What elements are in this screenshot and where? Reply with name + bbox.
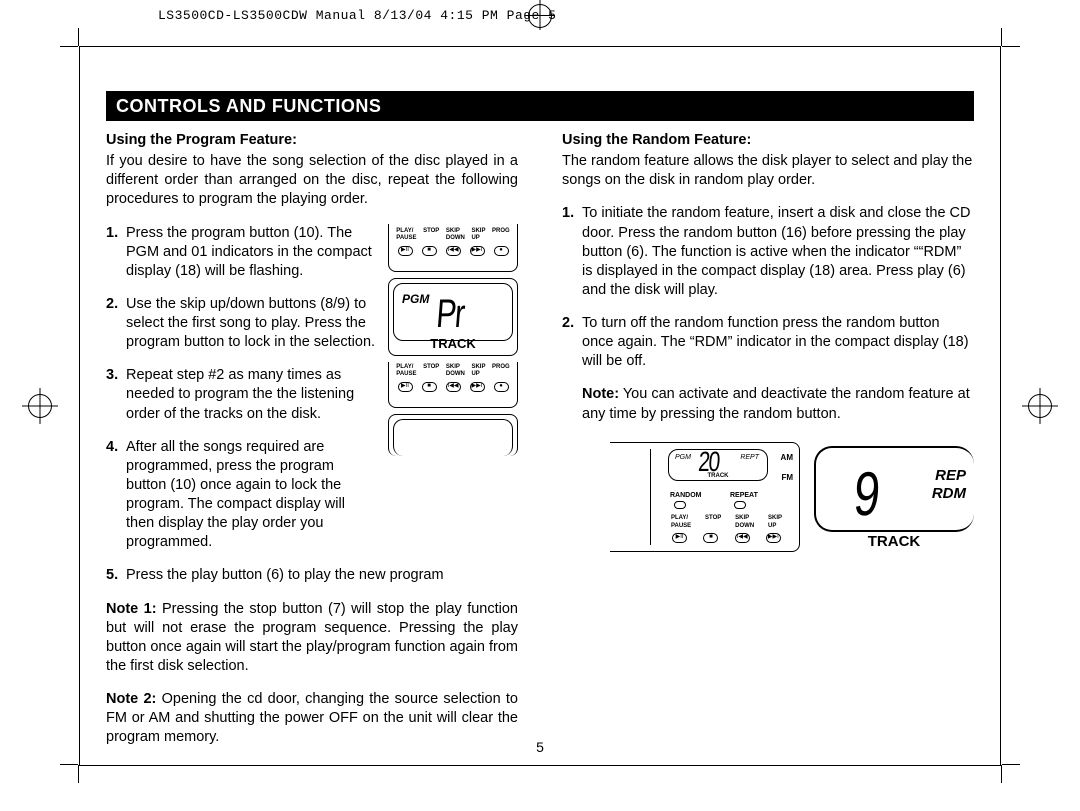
segment-display: Pr [434, 288, 465, 341]
fig-display-bottom [388, 414, 518, 456]
skip-down-icon: I◀◀ [735, 533, 750, 543]
right-note: Note: You can activate and deactivate th… [562, 385, 974, 423]
note-1: Note 1: Pressing the stop button (7) wil… [106, 600, 518, 677]
right-figures: PGM 20 REPT TRACK AM FM RANDOM REPEAT PL… [562, 442, 974, 552]
fig-button-panel-1: PLAY/PAUSE STOP SKIPDOWN SKIPUP PROG ▶II… [388, 224, 518, 272]
play-pause-icon: ▶II [672, 533, 687, 543]
play-pause-icon: ▶II [398, 246, 413, 256]
fig-display-pgm: PGM Pr TRACK [388, 278, 518, 356]
prog-icon: ● [494, 382, 509, 392]
fig-button-panel-2: PLAY/PAUSE STOP SKIPDOWN SKIPUP PROG ▶II… [388, 362, 518, 408]
skip-down-icon: I◀◀ [446, 246, 461, 256]
left-subhead: Using the Program Feature: [106, 131, 518, 150]
skip-up-icon: ▶▶I [766, 533, 781, 543]
skip-up-icon: ▶▶I [470, 246, 485, 256]
prog-icon: ● [494, 246, 509, 256]
right-steps: 1.To initiate the random feature, insert… [562, 204, 974, 371]
stop-icon: ■ [703, 533, 718, 543]
right-column: Using the Random Feature: The random fea… [562, 131, 974, 761]
left-column: Using the Program Feature: If you desire… [106, 131, 518, 761]
page-frame: CONTROLS AND FUNCTIONS Using the Program… [79, 46, 1001, 766]
right-intro: The random feature allows the disk playe… [562, 152, 974, 190]
right-subhead: Using the Random Feature: [562, 131, 974, 150]
fig-random-display: 9 REP RDM TRACK [814, 442, 974, 552]
print-header: LS3500CD-LS3500CDW Manual 8/13/04 4:15 P… [0, 8, 1080, 23]
left-steps-wide: 5.Press the play button (6) to play the … [106, 566, 518, 585]
page-number: 5 [80, 739, 1000, 755]
skip-down-icon: I◀◀ [446, 382, 461, 392]
fig-random-panel: PGM 20 REPT TRACK AM FM RANDOM REPEAT PL… [610, 442, 800, 552]
stop-icon: ■ [422, 246, 437, 256]
left-intro: If you desire to have the song selection… [106, 152, 518, 209]
section-title-bar: CONTROLS AND FUNCTIONS [106, 91, 974, 121]
left-figures: PLAY/PAUSE STOP SKIPDOWN SKIPUP PROG ▶II… [388, 224, 518, 462]
stop-icon: ■ [422, 382, 437, 392]
play-pause-icon: ▶II [398, 382, 413, 392]
skip-up-icon: ▶▶I [470, 382, 485, 392]
